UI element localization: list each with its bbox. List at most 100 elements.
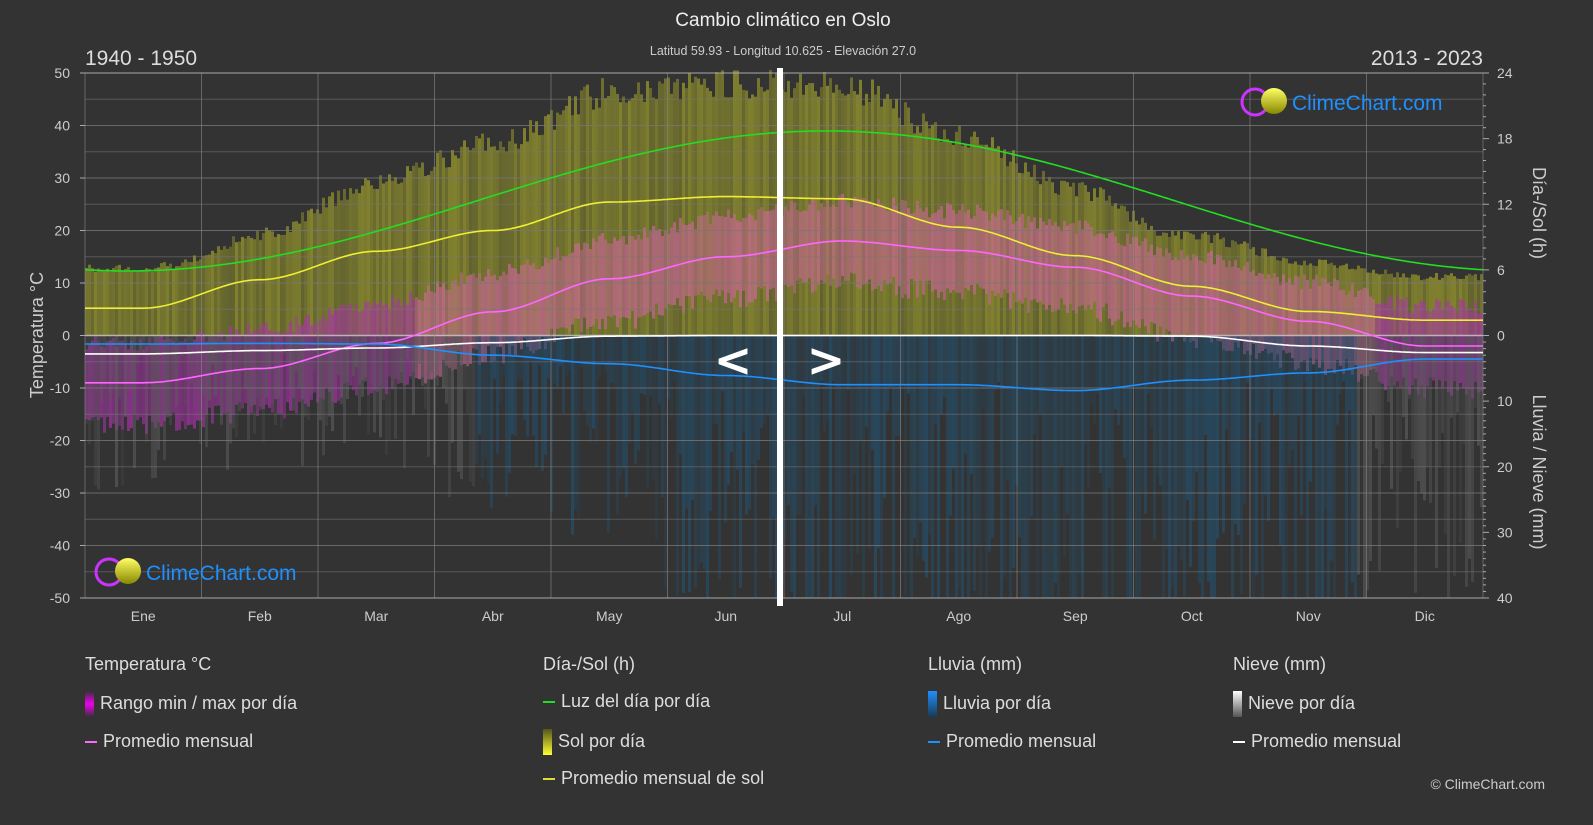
precip-bar <box>175 335 178 407</box>
precip-bar <box>970 335 973 474</box>
temp-range-bar <box>580 249 583 332</box>
sun-bar <box>253 239 256 336</box>
temp-range-bar <box>640 239 643 317</box>
temp-range-bar <box>1258 272 1261 354</box>
temp-range-bar <box>634 239 637 329</box>
sun-bar <box>955 131 958 336</box>
precip-bar <box>766 335 769 416</box>
sun-bar <box>703 78 706 336</box>
sun-bar <box>157 267 160 336</box>
temp-range-bar <box>1414 304 1417 379</box>
temp-range-bar <box>445 289 448 366</box>
temp-range-bar <box>823 206 826 284</box>
temp-range-bar <box>715 211 718 290</box>
precip-bar <box>676 335 679 596</box>
precip-bar <box>454 335 457 361</box>
temp-range-bar <box>415 297 418 379</box>
precip-bar <box>1090 335 1093 406</box>
precip-bar <box>313 335 316 371</box>
sun-bar <box>736 70 739 336</box>
temp-range-bar <box>484 276 487 363</box>
slider-prev-button[interactable]: < <box>714 333 753 387</box>
temp-range-bar <box>1195 255 1198 349</box>
temp-range-swatch <box>85 691 94 717</box>
precip-bar <box>133 335 136 469</box>
slider-next-button[interactable]: > <box>807 333 846 387</box>
sun-bar <box>847 94 850 336</box>
temp-range-bar <box>571 252 574 325</box>
sun-bar <box>835 84 838 336</box>
temp-range-bar <box>514 268 517 356</box>
sun-bar <box>697 78 700 336</box>
sun-bar <box>919 132 922 336</box>
sun-bar <box>529 120 532 336</box>
precip-bar <box>121 335 124 486</box>
precip-bar <box>541 335 544 471</box>
precip-bar <box>901 335 904 386</box>
precip-bar <box>586 335 589 425</box>
precip-bar <box>1198 335 1201 583</box>
sun-bar <box>418 167 421 336</box>
sun-bar <box>484 150 487 336</box>
slider-handle[interactable] <box>777 68 783 606</box>
precip-bar <box>1423 335 1426 501</box>
precip-bar <box>91 335 94 422</box>
temp-range-bar <box>1441 309 1444 388</box>
legend-label: Sol por día <box>558 730 646 751</box>
sun-bar <box>139 270 142 336</box>
temp-range-bar <box>916 200 919 298</box>
temp-range-bar <box>937 209 940 298</box>
sun-bar <box>634 94 637 336</box>
precip-bar <box>772 335 775 518</box>
precip-bar <box>367 335 370 435</box>
precip-bar <box>85 335 88 424</box>
temp-range-bar <box>1198 260 1201 335</box>
precip-bar <box>718 335 721 580</box>
temp-range-bar <box>544 257 547 350</box>
sun-bar <box>826 85 829 336</box>
temp-range-bar <box>451 281 454 371</box>
sun-bar <box>724 97 727 336</box>
sun-bar <box>739 84 742 336</box>
temp-range-bar <box>460 272 463 366</box>
temp-range-bar <box>1255 275 1258 359</box>
precip-bar <box>199 335 202 444</box>
precip-bar <box>1300 335 1303 516</box>
precip-bar <box>226 335 229 470</box>
precip-bar <box>256 335 259 399</box>
sun-bar <box>691 82 694 336</box>
precip-bar <box>1012 335 1015 568</box>
temp-range-bar <box>1042 221 1045 305</box>
sun-bar <box>511 129 514 336</box>
precip-bar <box>1183 335 1186 597</box>
precip-bar <box>736 335 739 470</box>
precip-bar <box>1348 335 1351 411</box>
temp-range-bar <box>1114 236 1117 322</box>
legend-rain-daily: Lluvia por día <box>928 691 1051 717</box>
precip-bar <box>166 335 169 418</box>
precip-bar <box>514 335 517 436</box>
precip-bar <box>1312 335 1315 387</box>
temp-range-bar <box>874 206 877 289</box>
temp-range-bar <box>907 208 910 299</box>
period-slider[interactable]: < > <box>714 68 846 606</box>
sun-bar <box>298 223 301 336</box>
temp-range-bar <box>685 224 688 296</box>
temp-range-bar <box>691 221 694 309</box>
temp-range-bar <box>760 207 763 289</box>
temp-range-bar <box>487 269 490 346</box>
precip-bar <box>763 335 766 424</box>
precip-bar <box>271 335 274 405</box>
sun-bar <box>616 93 619 336</box>
sun-bar <box>424 176 427 336</box>
sun-bar <box>730 97 733 336</box>
temp-range-bar <box>976 204 979 285</box>
sun-bar <box>265 227 268 336</box>
temp-range-bar <box>1240 270 1243 340</box>
precip-bar <box>274 335 277 426</box>
temp-range-bar <box>1144 238 1147 327</box>
y-tick-label-right: 30 <box>1497 524 1513 540</box>
daylight-swatch <box>543 701 555 704</box>
temp-range-bar <box>724 216 727 304</box>
temp-range-bar <box>565 256 568 329</box>
